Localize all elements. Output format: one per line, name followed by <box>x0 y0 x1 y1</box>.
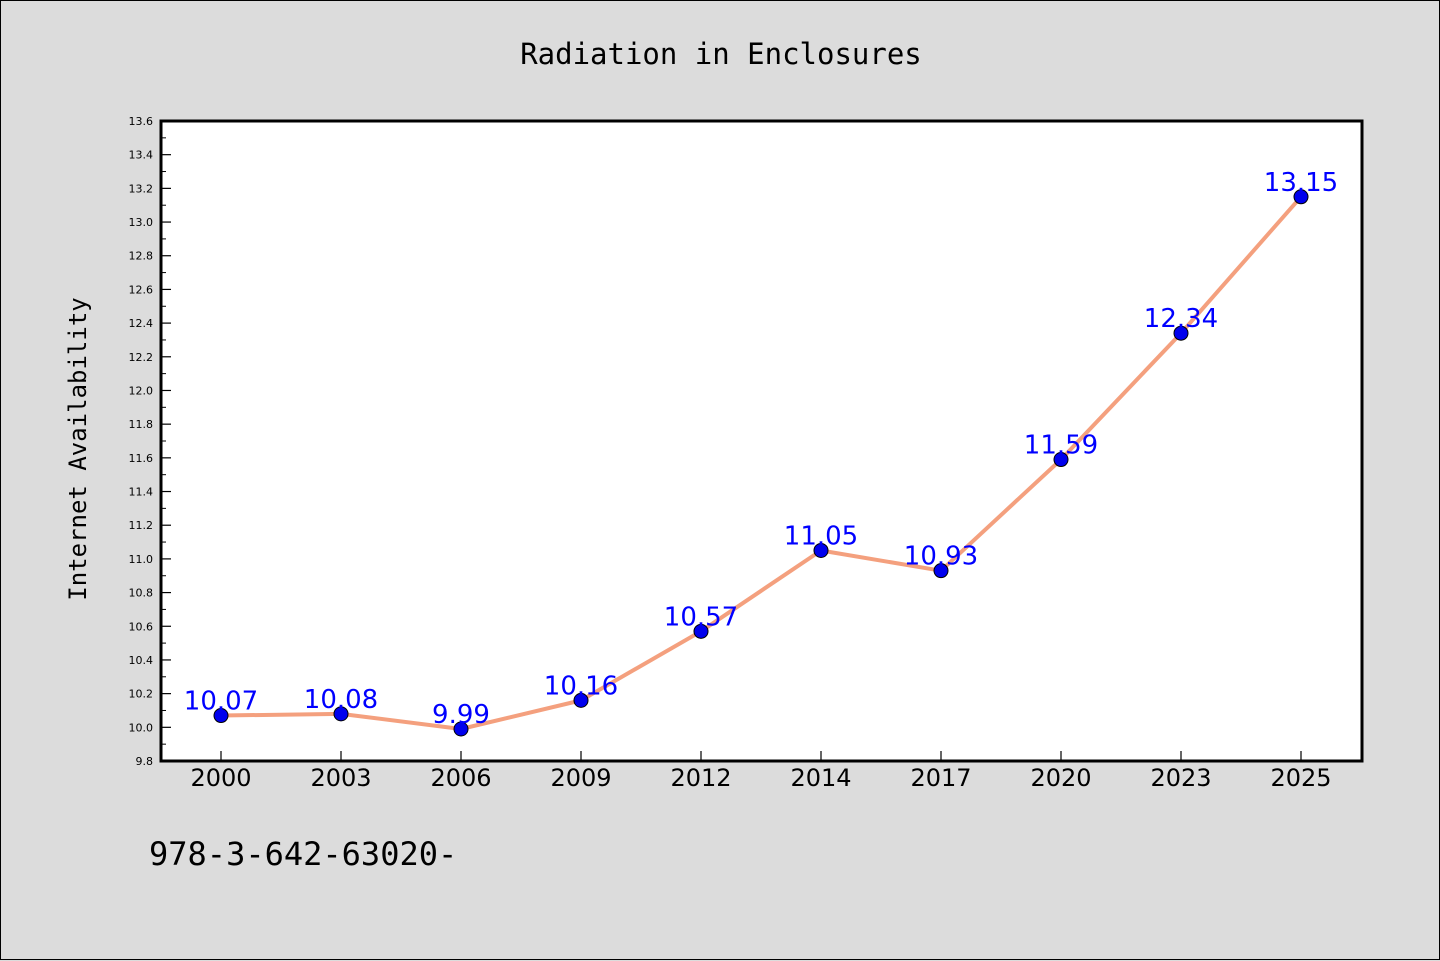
y-tick-label: 12.6 <box>129 283 154 296</box>
y-axis-label: Internet Availability <box>64 297 92 600</box>
y-tick-label: 10.8 <box>129 587 154 600</box>
series-line-group <box>213 189 1309 737</box>
x-tick-label: 2006 <box>430 764 491 792</box>
data-point <box>573 692 589 708</box>
y-tick-label: 9.8 <box>136 755 154 768</box>
data-point <box>1173 325 1189 341</box>
data-label: 10.93 <box>904 542 978 572</box>
plot-area <box>159 119 1364 763</box>
data-point <box>1293 189 1309 205</box>
data-point <box>213 708 229 724</box>
x-tick-label: 2003 <box>310 764 371 792</box>
x-tick-label: 2012 <box>670 764 731 792</box>
y-tick-label: 12.4 <box>129 317 154 330</box>
data-label: 13.15 <box>1264 168 1338 198</box>
data-point <box>1053 452 1069 468</box>
data-labels: 10.07 10.08 9.99 10.16 10.57 11.05 10.93 11.59 1… <box>184 168 1338 730</box>
x-tick-label: 2020 <box>1030 764 1091 792</box>
y-tick-label: 12.8 <box>129 250 154 263</box>
data-label: 11.05 <box>784 521 858 551</box>
data-point <box>813 542 829 558</box>
x-tick-label: 2014 <box>790 764 851 792</box>
y-tick-label: 10.0 <box>129 721 154 734</box>
data-label: 10.16 <box>544 671 618 701</box>
y-tick-label: 13.0 <box>129 216 154 229</box>
data-label: 10.08 <box>304 685 378 715</box>
y-tick-label: 13.2 <box>129 182 154 195</box>
data-label: 10.07 <box>184 687 258 717</box>
series-line <box>220 195 1303 731</box>
x-tick-label: 2009 <box>550 764 611 792</box>
y-tick-label: 11.4 <box>129 486 154 499</box>
y-tick-label: 11.8 <box>129 418 154 431</box>
x-tick-label: 2023 <box>1150 764 1211 792</box>
chart-title: Radiation in Enclosures <box>520 37 922 71</box>
data-point <box>453 721 469 737</box>
y-tick-label: 13.6 <box>129 115 154 128</box>
data-point <box>333 706 349 722</box>
y-tick-label: 11.2 <box>129 519 154 532</box>
data-point <box>693 623 709 639</box>
footnote-text: 978-3-642-63020- <box>149 835 457 873</box>
y-tick-label: 11.6 <box>129 452 154 465</box>
y-tick-label: 10.2 <box>129 688 154 701</box>
data-label: 10.57 <box>664 602 738 632</box>
data-label: 11.59 <box>1024 431 1098 461</box>
y-tick-label: 10.6 <box>129 620 154 633</box>
x-tick-label: 2000 <box>190 764 251 792</box>
x-axis: 2000 2003 2006 2009 2012 2014 2017 2020 2023 2025 <box>190 751 1332 792</box>
data-label: 12.34 <box>1144 304 1218 334</box>
y-tick-label: 13.4 <box>129 149 154 162</box>
x-tick-label: 2017 <box>910 764 971 792</box>
y-tick-label: 10.4 <box>129 654 154 667</box>
y-tick-label: 12.2 <box>129 351 154 364</box>
y-tick-label: 11.0 <box>129 553 154 566</box>
data-label: 9.99 <box>432 700 490 730</box>
data-point <box>933 563 949 579</box>
y-tick-label: 12.0 <box>129 384 154 397</box>
x-tick-label: 2025 <box>1270 764 1331 792</box>
y-axis: 9.8 10.0 10.2 10.4 10.6 10.8 11.0 11.2 11.4 11.6 1… <box>129 115 171 768</box>
